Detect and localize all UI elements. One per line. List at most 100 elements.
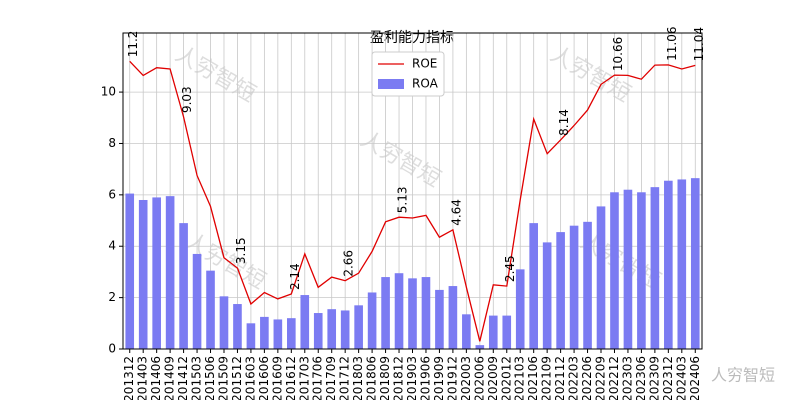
bar: [421, 277, 431, 349]
x-tick-label: 202206: [580, 356, 594, 400]
legend-label: ROE: [412, 57, 437, 71]
legend-label: ROA: [412, 77, 439, 91]
x-tick-label: 201603: [243, 356, 257, 400]
bar: [462, 314, 471, 349]
bar: [623, 189, 633, 349]
bar: [273, 319, 283, 349]
plot-frame: [122, 32, 703, 350]
x-tick-label: 202203: [567, 356, 581, 400]
bar: [246, 323, 256, 349]
x-tick-label: 202403: [674, 356, 688, 400]
bar: [529, 223, 538, 349]
x-tick-label: 201609: [270, 356, 284, 400]
x-tick-label: 202112: [553, 356, 567, 400]
bar: [515, 269, 525, 349]
data-label: 11.06: [665, 26, 679, 60]
x-tick-label: 201909: [432, 356, 446, 400]
bar: [138, 199, 148, 349]
x-tick-label: 202309: [647, 356, 661, 400]
x-tick-label: 202303: [620, 356, 634, 400]
bar: [583, 221, 592, 349]
data-label: 3.15: [234, 237, 248, 264]
x-tick-label: 201612: [284, 356, 298, 400]
bar: [596, 206, 606, 349]
bar: [408, 278, 417, 349]
bar: [502, 315, 512, 349]
x-tick-label: 202406: [688, 356, 702, 400]
bar: [354, 305, 363, 349]
bar: [313, 313, 323, 349]
bar: [650, 187, 660, 349]
x-tick-label: 201706: [311, 356, 325, 400]
x-tick-label: 202009: [486, 356, 500, 400]
x-tick-label: 201512: [230, 356, 244, 400]
x-tick-label: 201409: [163, 356, 177, 400]
bar: [179, 223, 188, 349]
x-tick-label: 201403: [136, 356, 150, 400]
bar: [542, 242, 552, 349]
bar: [664, 180, 673, 349]
x-tick-label: 201412: [176, 356, 190, 400]
bar: [340, 310, 350, 349]
data-label: 9.03: [180, 86, 194, 113]
legend-swatch: [378, 79, 404, 89]
x-tick-label: 201912: [445, 356, 459, 400]
bar: [556, 232, 565, 349]
line: [129, 60, 696, 342]
data-label: 4.64: [449, 199, 463, 226]
x-tick-label: 201503: [190, 356, 204, 400]
bar: [206, 270, 215, 349]
x-tick-label: 201803: [351, 356, 365, 400]
x-tick-label: 202312: [661, 356, 675, 400]
y-tick-label: 4: [108, 239, 116, 253]
bar: [192, 253, 202, 349]
bar: [610, 192, 619, 349]
bar: [488, 315, 498, 349]
bar: [637, 192, 646, 349]
watermark: 人穷智短: [711, 366, 775, 385]
x-tick-label: 202306: [634, 356, 648, 400]
y-tick-label: 10: [101, 85, 116, 99]
bar: [394, 273, 404, 349]
chart-title: 盈利能力指标: [370, 30, 454, 46]
bar: [165, 196, 175, 349]
x-tick-label: 202106: [526, 356, 540, 400]
x-tick-label: 202212: [607, 356, 621, 400]
data-label: 2.14: [288, 263, 302, 290]
x-tick-label: 201806: [365, 356, 379, 400]
x-tick-label: 202003: [459, 356, 473, 400]
data-label: 2.45: [503, 255, 517, 282]
bar: [448, 286, 458, 349]
bar: [381, 277, 390, 349]
y-tick-label: 8: [108, 136, 116, 150]
bar: [475, 345, 485, 349]
x-tick-label: 201406: [149, 356, 163, 400]
bar: [152, 197, 161, 349]
data-label: 11.04: [692, 27, 706, 61]
x-tick-label: 201509: [216, 356, 230, 400]
bar: [260, 316, 269, 349]
data-label: 10.66: [611, 37, 625, 71]
bar: [287, 318, 296, 349]
bar: [125, 193, 135, 349]
data-label: 5.13: [396, 186, 410, 213]
x-tick-label: 201812: [392, 356, 406, 400]
y-tick-label: 6: [108, 187, 116, 201]
x-tick-label: 201809: [378, 356, 392, 400]
data-label: 2.66: [342, 250, 356, 277]
bar: [367, 292, 377, 349]
bar: [677, 179, 687, 349]
y-tick-label: 2: [108, 290, 116, 304]
x-tick-label: 201906: [418, 356, 432, 400]
x-tick-label: 202103: [513, 356, 527, 400]
x-tick-label: 201709: [324, 356, 338, 400]
x-tick-label: 202012: [499, 356, 513, 400]
bar: [219, 296, 229, 349]
data-label: 8.14: [557, 109, 571, 136]
x-tick-label: 201312: [122, 356, 136, 400]
x-tick-label: 201606: [257, 356, 271, 400]
watermark: 人穷智短: [356, 127, 445, 193]
x-tick-label: 202109: [540, 356, 554, 400]
x-tick-label: 201506: [203, 356, 217, 400]
data-label: 11.2: [126, 31, 140, 58]
